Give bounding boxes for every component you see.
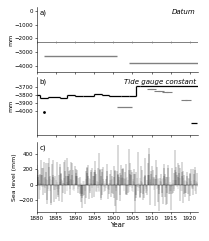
Y-axis label: mm: mm [8,100,13,112]
Text: a): a) [40,9,47,16]
Text: Datum: Datum [172,9,196,15]
Text: b): b) [40,79,47,85]
X-axis label: Year: Year [110,222,124,228]
Y-axis label: mm: mm [8,34,13,46]
Text: Tide gauge constant: Tide gauge constant [124,79,196,85]
Text: c): c) [40,144,46,151]
Y-axis label: Sea level (mm): Sea level (mm) [11,153,17,201]
